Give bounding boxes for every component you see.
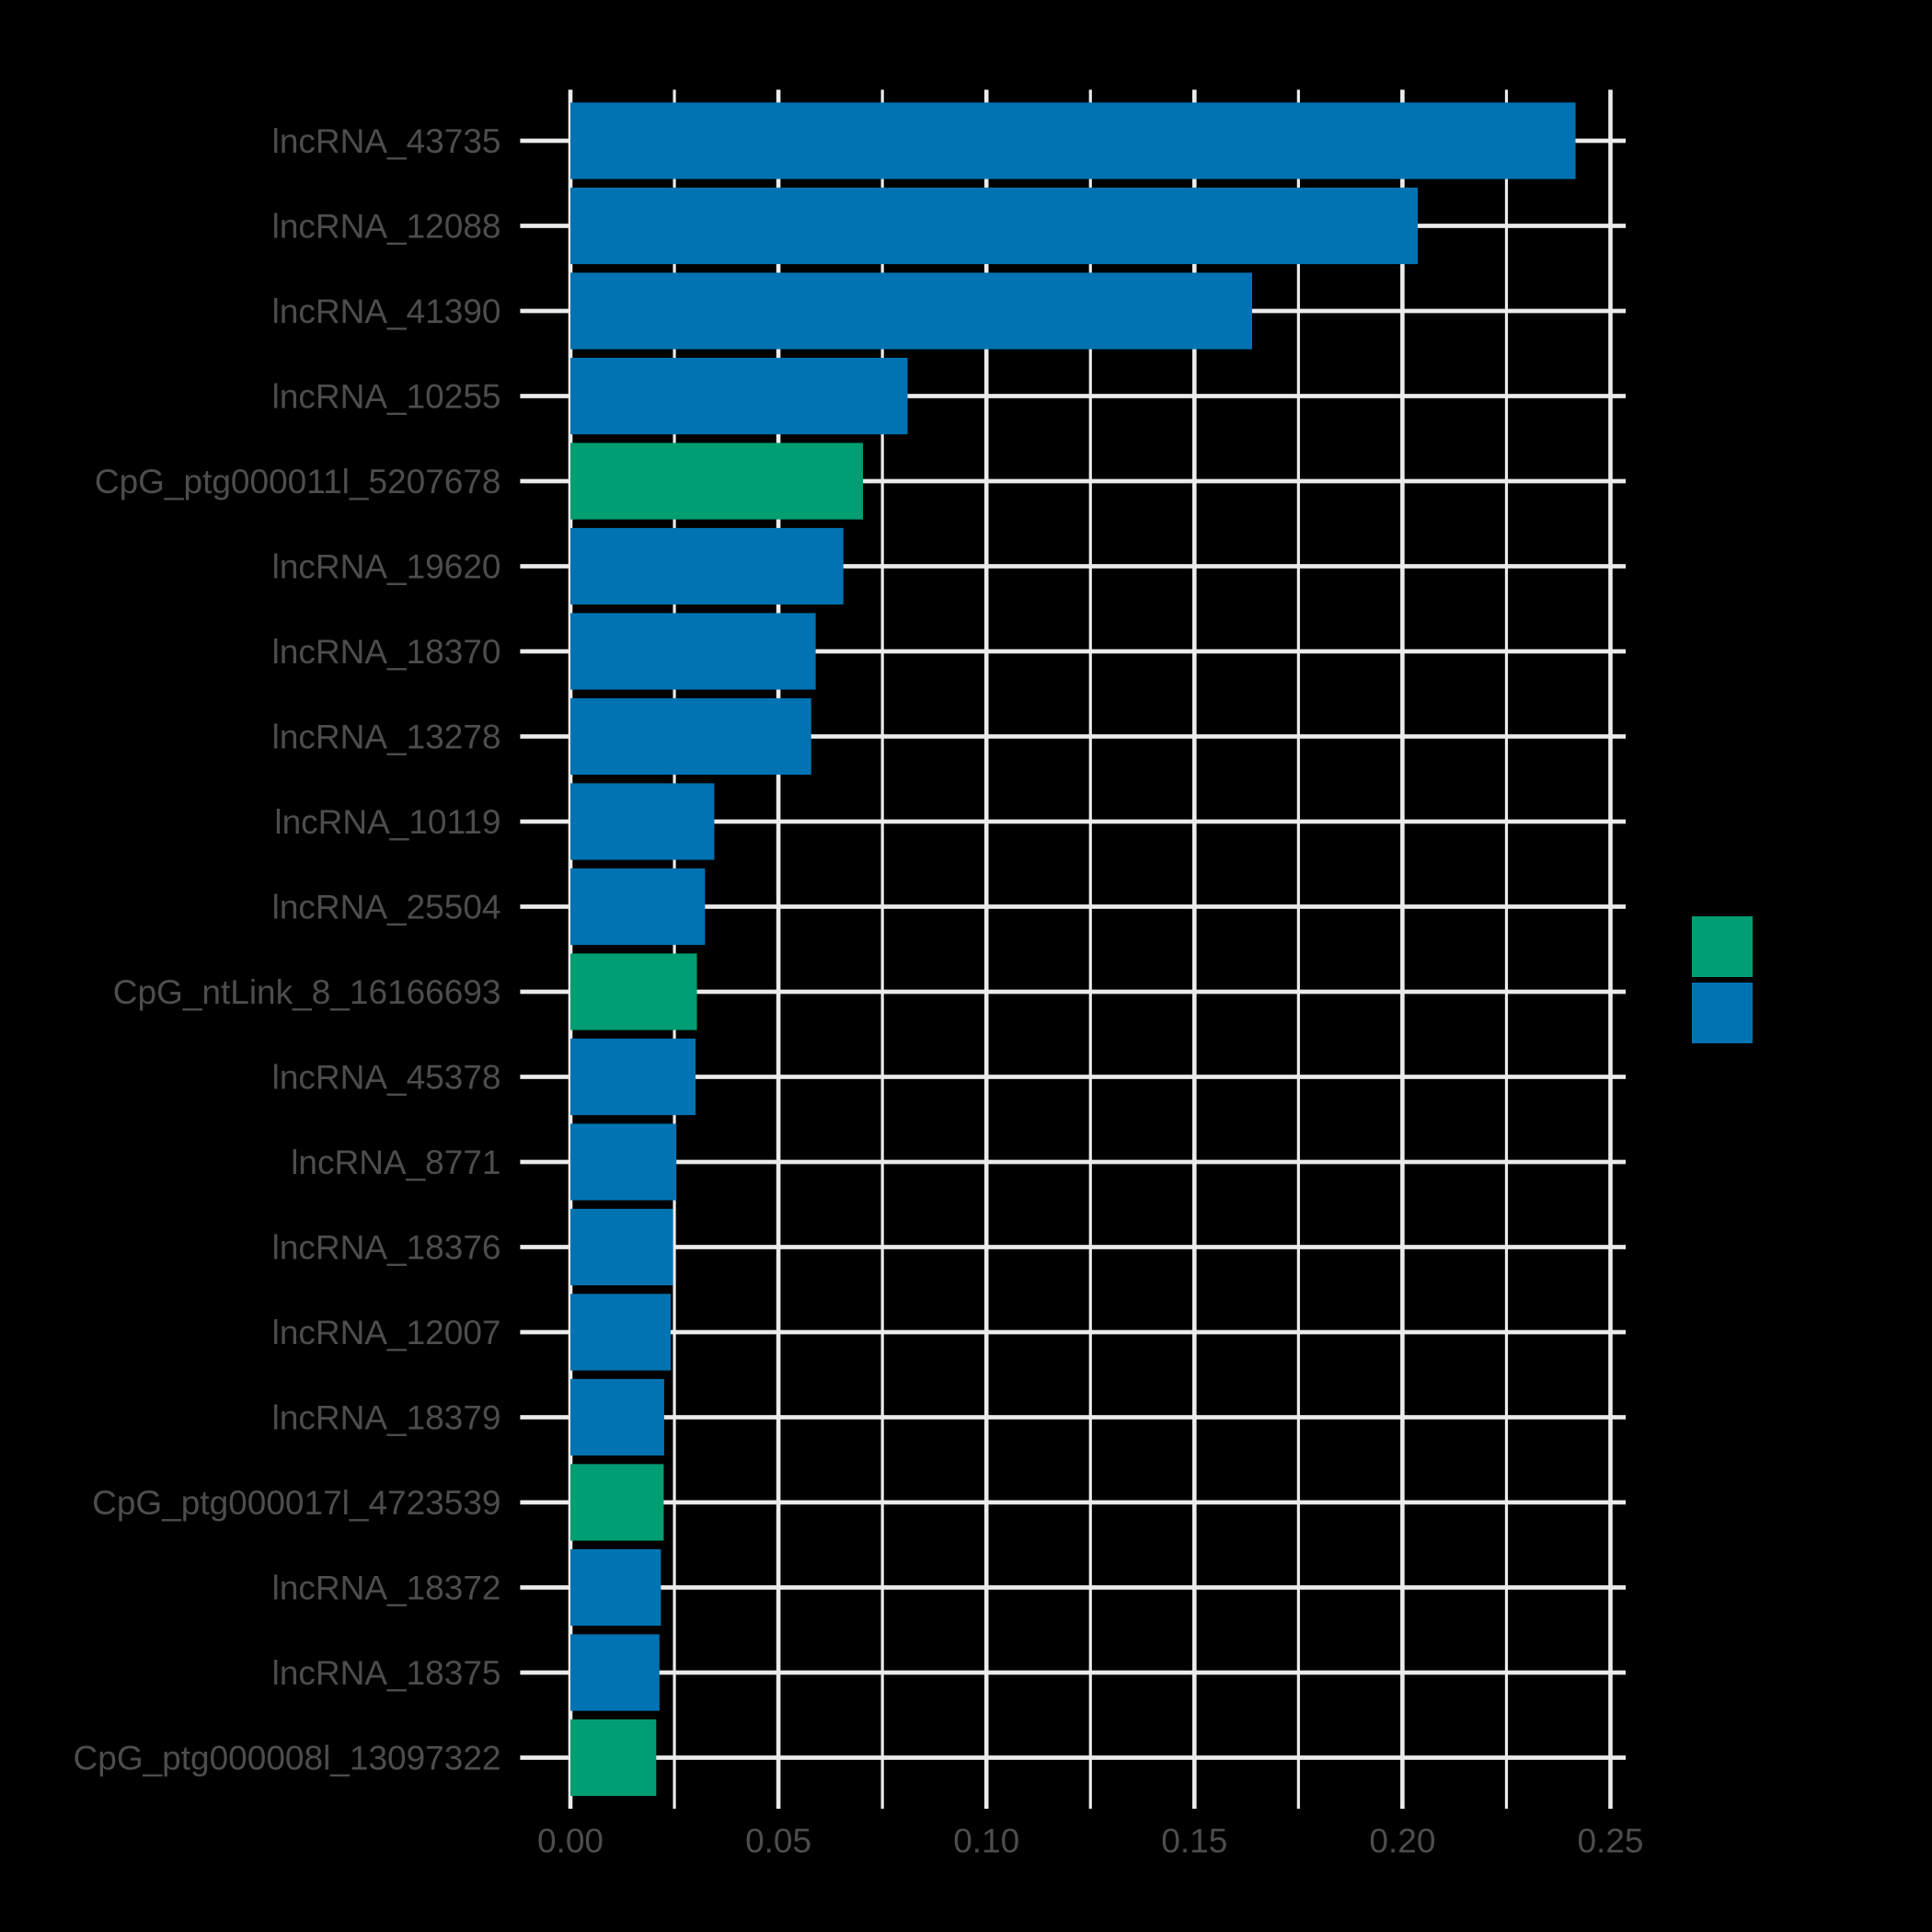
svg-text:CpG_ptg000017l_4723539: CpG_ptg000017l_4723539	[92, 1484, 500, 1522]
svg-text:lncRNA_12007: lncRNA_12007	[272, 1314, 501, 1351]
svg-text:CpG_ptg000011l_5207678: CpG_ptg000011l_5207678	[95, 463, 501, 500]
svg-text:lncRNA_18379: lncRNA_18379	[272, 1399, 501, 1437]
svg-text:lncRNA_18370: lncRNA_18370	[272, 633, 501, 671]
svg-text:CpG_ptg000008l_13097322: CpG_ptg000008l_13097322	[74, 1740, 501, 1777]
svg-text:0.05: 0.05	[745, 1823, 811, 1860]
svg-text:0.15: 0.15	[1161, 1823, 1227, 1860]
svg-text:0.20: 0.20	[1369, 1823, 1435, 1860]
svg-text:0.10: 0.10	[953, 1823, 1019, 1860]
svg-text:lncRNA_19620: lncRNA_19620	[272, 548, 501, 586]
svg-text:lncRNA_18375: lncRNA_18375	[272, 1654, 501, 1692]
svg-text:lncRNA_45378: lncRNA_45378	[272, 1059, 501, 1097]
svg-text:CpG_ntLink_8_16166693: CpG_ntLink_8_16166693	[113, 973, 501, 1011]
svg-text:0.25: 0.25	[1577, 1823, 1643, 1860]
svg-text:0.00: 0.00	[537, 1823, 604, 1860]
svg-text:lncRNA_41390: lncRNA_41390	[272, 293, 501, 330]
svg-text:lncRNA_18376: lncRNA_18376	[272, 1229, 501, 1267]
svg-text:lncRNA_18372: lncRNA_18372	[272, 1570, 501, 1607]
svg-text:lncRNA_10255: lncRNA_10255	[272, 378, 501, 416]
svg-text:lncRNA_12088: lncRNA_12088	[272, 208, 501, 246]
svg-text:lncRNA_8771: lncRNA_8771	[291, 1144, 500, 1181]
svg-text:lncRNA_10119: lncRNA_10119	[274, 803, 500, 841]
svg-text:lncRNA_43735: lncRNA_43735	[272, 122, 501, 160]
svg-text:lncRNA_25504: lncRNA_25504	[272, 889, 501, 926]
svg-text:lncRNA_13278: lncRNA_13278	[272, 719, 501, 756]
